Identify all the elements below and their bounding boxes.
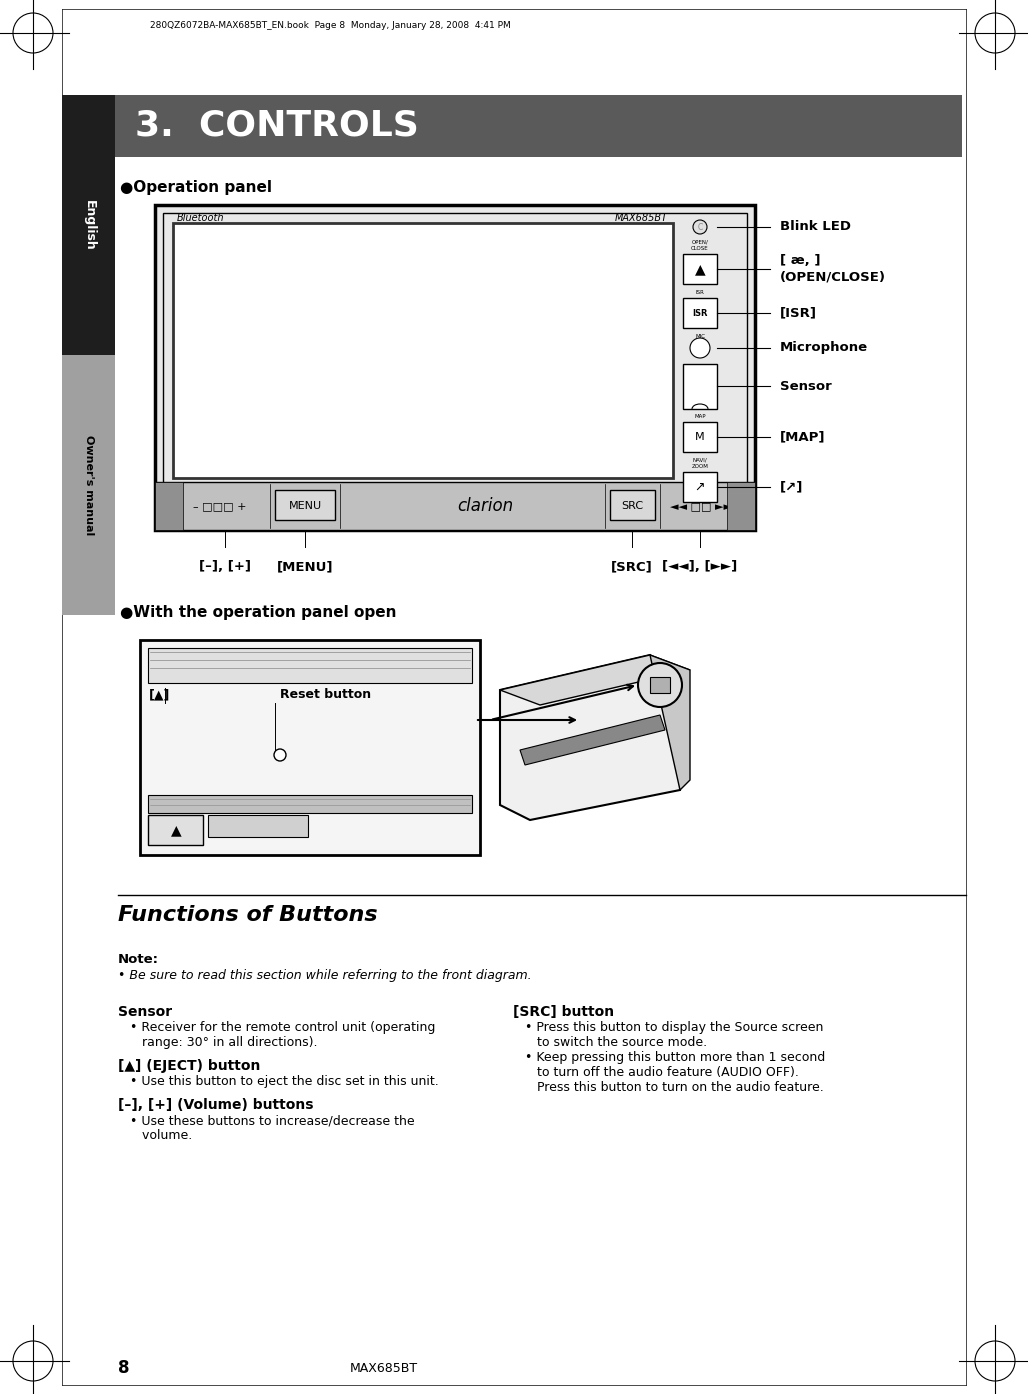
- Polygon shape: [500, 655, 680, 820]
- Text: [SRC]: [SRC]: [611, 560, 653, 573]
- Circle shape: [638, 664, 682, 707]
- Text: CLOSE: CLOSE: [691, 245, 709, 251]
- Text: Note:: Note:: [118, 953, 159, 966]
- Text: to switch the source mode.: to switch the source mode.: [525, 1036, 707, 1050]
- Bar: [683, 254, 717, 284]
- Bar: [610, 491, 655, 520]
- Bar: [683, 364, 717, 408]
- Text: [–], [+]: [–], [+]: [199, 560, 251, 573]
- Text: [MENU]: [MENU]: [277, 560, 333, 573]
- Text: – □□□ +: – □□□ +: [193, 500, 247, 512]
- Bar: [208, 815, 308, 836]
- Text: Reset button: Reset button: [280, 689, 371, 701]
- Text: to turn off the audio feature (AUDIO OFF).: to turn off the audio feature (AUDIO OFF…: [525, 1066, 799, 1079]
- Text: Blink LED: Blink LED: [780, 220, 851, 234]
- Text: ◄◄ □□ ►►: ◄◄ □□ ►►: [670, 500, 732, 512]
- Text: • Be sure to read this section while referring to the front diagram.: • Be sure to read this section while ref…: [118, 969, 531, 981]
- Text: [ISR]: [ISR]: [780, 307, 817, 319]
- Text: MAX685BT: MAX685BT: [615, 213, 668, 223]
- Bar: [148, 815, 203, 845]
- Text: (OPEN/CLOSE): (OPEN/CLOSE): [780, 270, 886, 283]
- Text: ●With the operation panel open: ●With the operation panel open: [120, 605, 397, 620]
- Bar: [683, 473, 717, 502]
- Bar: [683, 298, 717, 328]
- Bar: [155, 482, 183, 530]
- Text: [–], [+] (Volume) buttons: [–], [+] (Volume) buttons: [118, 1098, 314, 1112]
- Text: [MAP]: [MAP]: [780, 431, 825, 443]
- Bar: [650, 677, 670, 693]
- Text: ZOOM: ZOOM: [692, 464, 708, 468]
- Text: Owner's manual: Owner's manual: [84, 435, 94, 535]
- Text: • Keep pressing this button more than 1 second: • Keep pressing this button more than 1 …: [525, 1051, 825, 1064]
- Bar: [163, 213, 747, 521]
- Bar: [276, 491, 335, 520]
- Bar: [727, 482, 755, 530]
- Circle shape: [274, 749, 286, 761]
- Text: volume.: volume.: [130, 1129, 192, 1142]
- Bar: [683, 422, 717, 452]
- Bar: [140, 640, 480, 855]
- Text: ISR: ISR: [696, 290, 704, 296]
- Polygon shape: [520, 715, 665, 765]
- Text: clarion: clarion: [456, 498, 513, 514]
- Text: [SRC] button: [SRC] button: [513, 1005, 614, 1019]
- Text: 280QZ6072BA-MAX685BT_EN.book  Page 8  Monday, January 28, 2008  4:41 PM: 280QZ6072BA-MAX685BT_EN.book Page 8 Mond…: [150, 21, 511, 31]
- Text: Sensor: Sensor: [780, 379, 832, 393]
- Text: English: English: [82, 199, 96, 251]
- Text: ●Operation panel: ●Operation panel: [120, 180, 272, 195]
- Text: [▲] (EJECT) button: [▲] (EJECT) button: [118, 1059, 260, 1073]
- Bar: [62, 95, 115, 355]
- Text: MAX685BT: MAX685BT: [350, 1362, 418, 1374]
- Text: Bluetooth: Bluetooth: [177, 213, 224, 223]
- Text: Functions of Buttons: Functions of Buttons: [118, 905, 377, 926]
- Bar: [155, 205, 755, 530]
- Text: MIC: MIC: [695, 335, 705, 339]
- Polygon shape: [500, 655, 690, 705]
- Text: • Use this button to eject the disc set in this unit.: • Use this button to eject the disc set …: [130, 1075, 439, 1087]
- Text: range: 30° in all directions).: range: 30° in all directions).: [130, 1036, 318, 1050]
- Bar: [148, 795, 472, 813]
- Text: Sensor: Sensor: [118, 1005, 172, 1019]
- Text: [↗]: [↗]: [780, 481, 803, 493]
- Text: NAVI/: NAVI/: [693, 459, 707, 463]
- Text: ▲: ▲: [695, 262, 705, 276]
- Bar: [115, 95, 962, 158]
- Bar: [173, 223, 673, 478]
- Circle shape: [690, 337, 710, 358]
- Text: ▲: ▲: [171, 822, 181, 836]
- Circle shape: [693, 220, 707, 234]
- Text: OPEN/: OPEN/: [692, 240, 708, 245]
- Text: • Press this button to display the Source screen: • Press this button to display the Sourc…: [525, 1020, 823, 1034]
- Text: 8: 8: [118, 1359, 130, 1377]
- Text: • Receiver for the remote control unit (operating: • Receiver for the remote control unit (…: [130, 1020, 436, 1034]
- Bar: [62, 355, 115, 615]
- Text: • Use these buttons to increase/decrease the: • Use these buttons to increase/decrease…: [130, 1114, 414, 1126]
- Text: [ æ, ]: [ æ, ]: [780, 255, 820, 268]
- Text: [◄◄], [►►]: [◄◄], [►►]: [662, 560, 738, 573]
- Text: ISR: ISR: [692, 308, 707, 318]
- Polygon shape: [650, 655, 690, 790]
- Bar: [155, 482, 755, 530]
- Text: MAP: MAP: [694, 414, 706, 420]
- Text: Press this button to turn on the audio feature.: Press this button to turn on the audio f…: [525, 1080, 823, 1094]
- Text: M: M: [695, 432, 705, 442]
- Text: 3.  CONTROLS: 3. CONTROLS: [135, 109, 418, 144]
- Text: SRC: SRC: [621, 500, 644, 512]
- Bar: [148, 648, 472, 683]
- Text: ↗: ↗: [695, 481, 705, 493]
- Text: [▲]: [▲]: [149, 689, 171, 701]
- Text: Microphone: Microphone: [780, 342, 868, 354]
- Text: C: C: [697, 223, 702, 231]
- Text: MENU: MENU: [289, 500, 322, 512]
